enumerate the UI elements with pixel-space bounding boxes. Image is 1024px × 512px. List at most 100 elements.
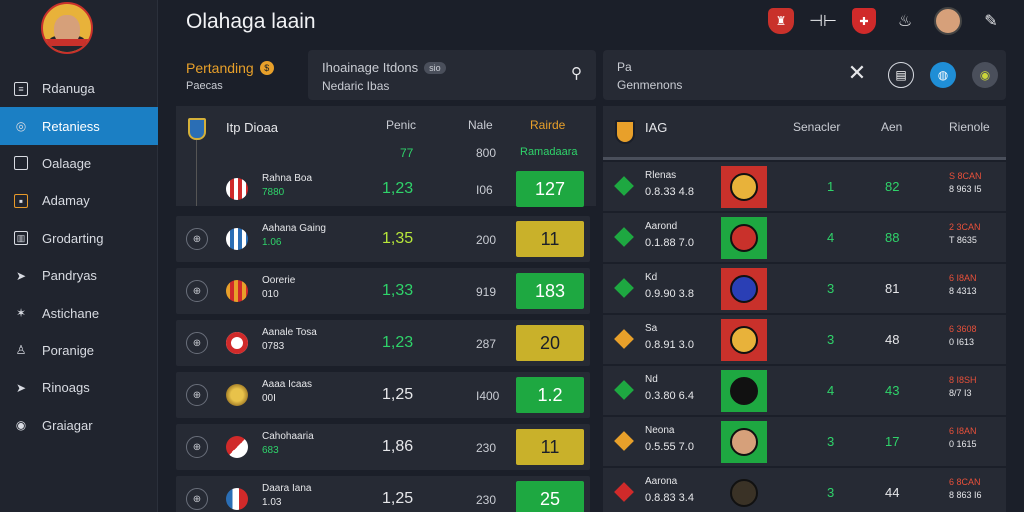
play-icon[interactable]: ⊕ xyxy=(186,384,208,406)
team-score: 00I xyxy=(262,393,276,404)
sidebar: ≡ Rdanuga ◎ Retaniess Oalaage ▪ Adamay ▥ Grodart… xyxy=(0,0,158,512)
form-value: 8 I8SH 8/7 I3 xyxy=(949,374,977,400)
sidebar-item[interactable]: ≡ Rdanuga xyxy=(0,70,158,107)
r-col-header-1: Senacler xyxy=(793,120,841,134)
goal-icon[interactable]: ⊣⊢ xyxy=(809,13,837,30)
play-icon[interactable]: ⊕ xyxy=(186,280,208,302)
avatar-banner xyxy=(44,39,90,46)
team-score: 0.8.33 4.8 xyxy=(645,186,694,198)
sidebar-item[interactable]: ♙ Poranige xyxy=(0,332,158,369)
ball-icon[interactable]: ◉ xyxy=(972,62,998,88)
avatar[interactable] xyxy=(41,2,93,54)
table-row[interactable]: Rahna Boa 7880 1,23 I06 127 xyxy=(176,166,590,212)
flame-icon[interactable]: ♨ xyxy=(897,13,913,30)
form-line2: 8 4313 xyxy=(949,286,977,296)
points-value: 81 xyxy=(885,281,900,296)
shield-icon[interactable]: ✚ xyxy=(852,8,876,34)
table-row[interactable]: ⊕ Aaaa Icaas 00I 1,25 I400 1.2 xyxy=(176,372,590,418)
team-score: 683 xyxy=(262,445,279,456)
standings-row[interactable]: Neona 0.5.55 7.0 3 17 6 I8AN 0 1615 xyxy=(603,417,1006,467)
team-name: Sa xyxy=(645,323,658,334)
pending-panel[interactable]: Pertanding $ Paecas xyxy=(186,60,274,92)
team-name: Kd xyxy=(645,272,658,283)
standings-row[interactable]: Aarona 0.8.83 3.4 3 44 6 8CAN 8 863 I6 xyxy=(603,468,1006,512)
team-logo-icon xyxy=(730,173,758,201)
odds-box[interactable]: 20 xyxy=(516,325,584,361)
wins-value: 3 xyxy=(827,485,835,500)
col-header-1: Penic xyxy=(386,118,417,132)
form-value: 6 3608 0 I613 xyxy=(949,323,977,349)
points-value: 43 xyxy=(885,383,900,398)
table-row[interactable]: ⊕ Aanale Tosa 0783 1,23 287 20 xyxy=(176,320,590,366)
odds-value: 1,35 xyxy=(382,230,414,247)
team-score: 010 xyxy=(262,289,279,300)
team-score: 1.06 xyxy=(262,237,282,248)
team-logo-icon xyxy=(730,275,758,303)
standings-row[interactable]: Sa 0.8.91 3.0 3 48 6 3608 0 I613 xyxy=(603,315,1006,365)
team-name: Aanale Tosa xyxy=(262,327,317,338)
play-icon[interactable]: ⊕ xyxy=(186,228,208,250)
play-icon[interactable]: ⊕ xyxy=(186,436,208,458)
play-icon[interactable]: ⊕ xyxy=(186,488,208,510)
arrow-icon: ➤ xyxy=(15,380,27,395)
play-icon[interactable]: ⊕ xyxy=(186,332,208,354)
odds-box[interactable]: 25 xyxy=(516,481,584,512)
circle-icon: ◉ xyxy=(15,418,27,433)
coin-icon: $ xyxy=(259,61,274,75)
sidebar-item[interactable]: ◉ Graiagar xyxy=(0,407,158,444)
odds-box[interactable]: 11 xyxy=(516,429,584,465)
header-divider xyxy=(196,140,197,206)
sidebar-item[interactable]: Oalaage xyxy=(0,145,158,182)
form-line2: T 8635 xyxy=(949,235,977,245)
summary-line1: Pa xyxy=(617,60,632,74)
table-row[interactable]: ⊕ Daara Iana 1.03 1,25 230 25 xyxy=(176,476,590,512)
sidebar-item-label: Retaniess xyxy=(42,118,100,134)
team-score: 0.8.83 3.4 xyxy=(645,492,694,504)
odds-box[interactable]: 183 xyxy=(516,273,584,309)
sidebar-item[interactable]: ▥ Grodarting xyxy=(0,220,158,257)
club-badge-icon[interactable]: ♜ xyxy=(768,8,794,34)
odds-box[interactable]: 1.2 xyxy=(516,377,584,413)
table-row[interactable]: ⊕ Oorerie 010 1,33 919 183 xyxy=(176,268,590,314)
form-line1: 6 3608 xyxy=(949,324,977,334)
standings-row[interactable]: Rlenas 0.8.33 4.8 1 82 S 8CAN 8 963 I5 xyxy=(603,162,1006,212)
sidebar-item[interactable]: ▪ Adamay xyxy=(0,182,158,219)
sidebar-item[interactable]: ➤ Pandryas xyxy=(0,257,158,294)
standings-row[interactable]: Kd 0.9.90 3.8 3 81 6 I8AN 8 4313 xyxy=(603,264,1006,314)
user-avatar[interactable] xyxy=(934,7,962,35)
stats-icon[interactable]: ▤ xyxy=(888,62,914,88)
odds-box[interactable]: 11 xyxy=(516,221,584,257)
mid-value: 919 xyxy=(476,285,497,299)
globe-icon[interactable]: ◍ xyxy=(930,62,956,88)
team-logo-icon xyxy=(730,428,758,456)
table-row[interactable]: ⊕ Aahana Gaing 1.06 1,35 200 11 xyxy=(176,216,590,262)
team-name: Oorerie xyxy=(262,275,296,286)
odds-box[interactable]: 127 xyxy=(516,171,584,207)
team-logo-icon xyxy=(730,377,758,405)
wins-value: 4 xyxy=(827,230,835,245)
standings-table: IAG Senacler Aen Rienole Rlenas 0.8.33 4.… xyxy=(603,106,1006,512)
status-diamond-icon xyxy=(614,176,634,196)
pen-icon[interactable]: ✎ xyxy=(984,13,998,30)
form-line2: 8 863 I6 xyxy=(949,490,982,500)
sidebar-item[interactable]: ◎ Retaniess xyxy=(0,107,158,145)
sidebar-item[interactable]: ➤ Rinoags xyxy=(0,369,158,406)
team-logo xyxy=(721,421,767,463)
sidebar-item[interactable]: ✶ Astichane xyxy=(0,294,158,331)
odds-value: 1,25 xyxy=(382,490,414,507)
team-logo xyxy=(721,319,767,361)
team-score: 1.03 xyxy=(262,497,282,508)
odds-value: 1,33 xyxy=(382,282,414,299)
team-crest-icon xyxy=(226,384,248,406)
team-score: 0.3.80 6.4 xyxy=(645,390,694,402)
search-panel[interactable]: Ihoainage Itdons sio Nedaric Ibas ⚲ xyxy=(308,50,596,100)
form-line1: 6 I8AN xyxy=(949,426,977,436)
status-diamond-icon xyxy=(614,227,634,247)
team-logo-icon xyxy=(730,224,758,252)
mid-value: 287 xyxy=(476,337,497,351)
standings-row[interactable]: Nd 0.3.80 6.4 4 43 8 I8SH 8/7 I3 xyxy=(603,366,1006,416)
close-icon[interactable]: ✕ xyxy=(847,60,867,85)
table-row[interactable]: ⊕ Cahohaaria 683 1,86 230 11 xyxy=(176,424,590,470)
standings-row[interactable]: Aarond 0.1.88 7.0 4 88 2 3CAN T 8635 xyxy=(603,213,1006,263)
search-icon[interactable]: ⚲ xyxy=(571,65,582,82)
